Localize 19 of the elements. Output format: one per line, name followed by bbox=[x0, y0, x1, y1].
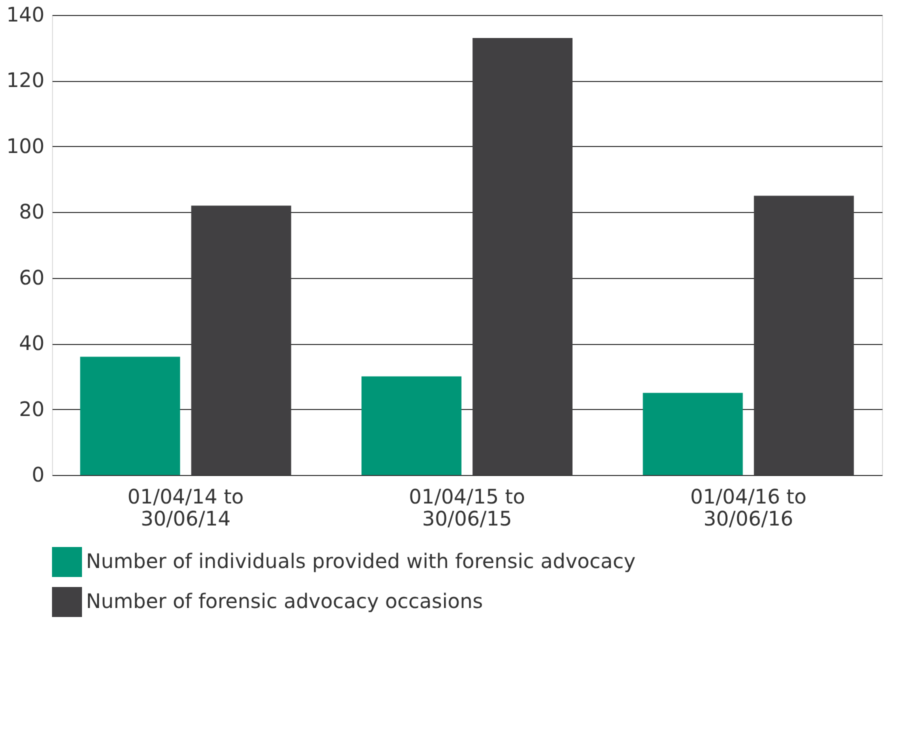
bar bbox=[472, 38, 573, 475]
x-tick-label: 01/04/15 to 30/06/15 bbox=[408, 484, 526, 530]
y-tick-label: 120 bbox=[6, 68, 44, 92]
bar bbox=[642, 392, 743, 475]
x-tick-label: 01/04/14 to 30/06/14 bbox=[128, 484, 244, 530]
bar bbox=[191, 206, 292, 475]
bar bbox=[361, 376, 462, 475]
y-tick-label: 40 bbox=[19, 331, 44, 356]
x-tick-label: 01/04/16 to 30/06/16 bbox=[690, 484, 806, 530]
legend-label: Number of forensic advocacy occasions bbox=[86, 589, 483, 613]
y-tick-label: 140 bbox=[6, 2, 44, 26]
y-tick-label: 60 bbox=[19, 265, 44, 290]
bar bbox=[80, 356, 180, 475]
y-tick-label: 100 bbox=[6, 134, 44, 158]
legend-label: Number of individuals provided with forensic advocacy bbox=[86, 549, 636, 573]
y-tick-label: 0 bbox=[32, 462, 44, 486]
bar bbox=[754, 196, 854, 475]
y-tick-label: 80 bbox=[19, 200, 44, 224]
y-tick-label: 20 bbox=[19, 396, 44, 421]
